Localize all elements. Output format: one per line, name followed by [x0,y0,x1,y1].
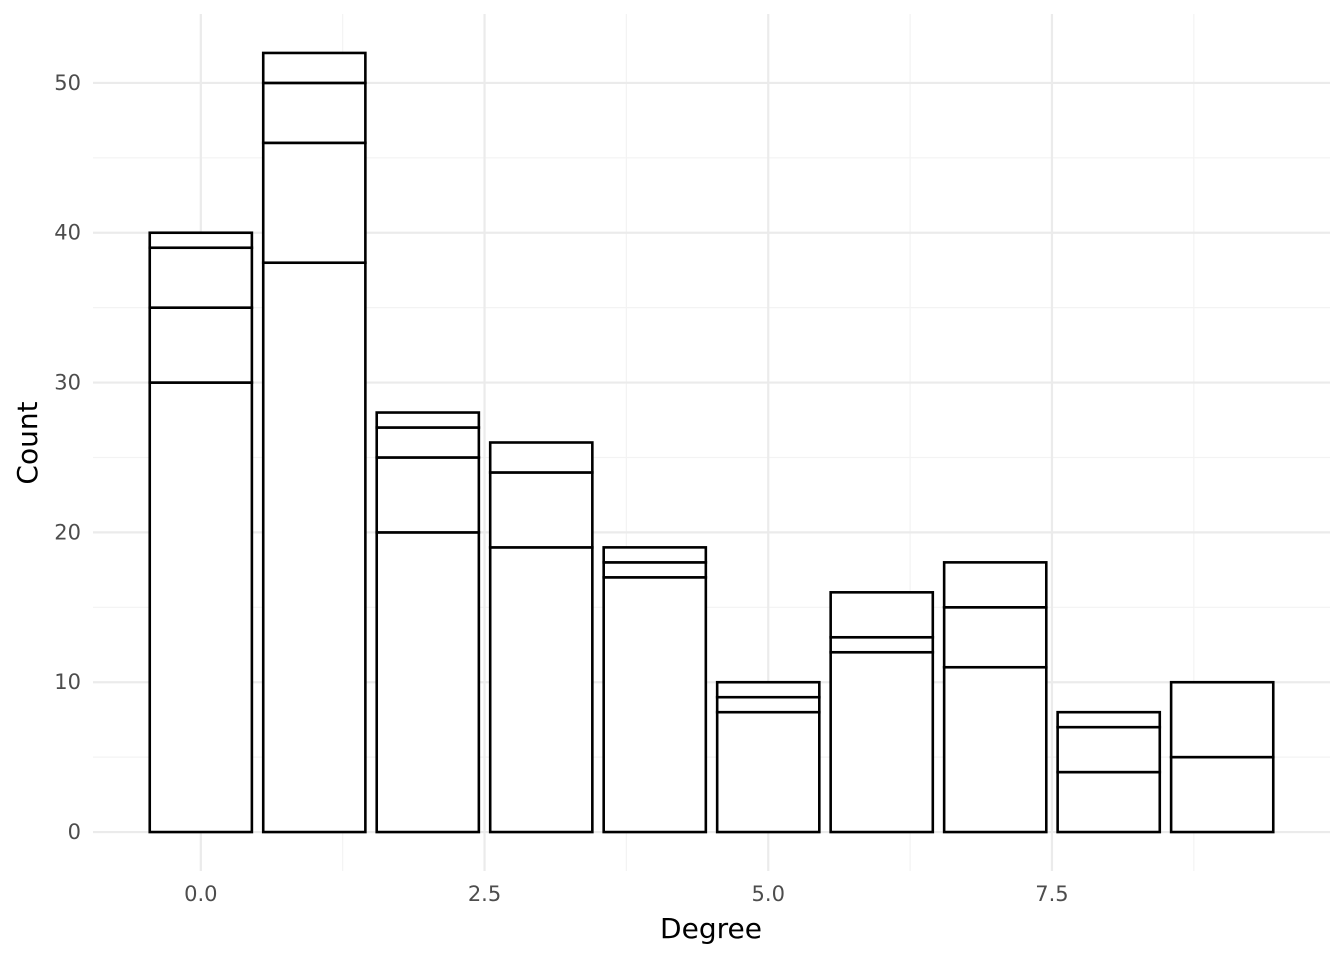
x-axis-title: Degree [660,912,762,945]
bar-stack [602,546,708,834]
bar-segment [375,456,481,534]
bar-segment [602,546,708,564]
x-tick-label: 2.5 [468,882,501,906]
bar-segment [261,81,367,145]
bar-segment [488,441,594,474]
y-tick-label: 10 [54,670,81,694]
y-axis-title: Count [11,401,44,484]
bar-segment [261,141,367,265]
bar-segment [148,306,254,384]
y-tick-label: 50 [54,71,81,95]
bar-stack [942,561,1048,834]
bar-segment [1056,710,1162,729]
bar-stack [261,51,367,834]
bar-segment [261,51,367,85]
x-tick-label: 0.0 [184,882,217,906]
bar-segment [375,531,481,834]
y-tick-label: 40 [54,221,81,245]
bar-segment [148,381,254,834]
tick-labels: 0 10 20 30 40 50 0.0 2.5 5.0 7.5 [54,71,1068,906]
bar-stack [148,231,254,834]
bar-segment [602,576,708,834]
bar-segment [829,635,935,654]
bar-segment [942,561,1048,609]
bar-segment [715,680,821,699]
bar-stack [829,591,935,834]
y-tick-label: 30 [54,371,81,395]
bar-stack [488,441,594,834]
bar-segment [1056,770,1162,834]
bar-segment [1056,725,1162,774]
bar-segment [829,650,935,834]
bar-segment [148,246,254,309]
x-tick-label: 5.0 [752,882,785,906]
y-tick-label: 20 [54,520,81,544]
bar-segment [488,546,594,834]
y-tick-label: 0 [68,820,81,844]
bar-segment [375,426,481,459]
x-tick-label: 7.5 [1035,882,1068,906]
bar-stack [1169,680,1275,834]
bar-segment [715,695,821,714]
bars [148,51,1275,834]
bar-segment [375,411,481,429]
bar-stack [715,680,821,834]
bar-segment [488,471,594,549]
bar-stack [1056,710,1162,834]
bar-segment [602,561,708,579]
bar-segment [942,606,1048,669]
bar-segment [148,231,254,250]
bar-segment [942,665,1048,834]
bar-segment [1169,755,1275,834]
bar-segment [829,591,935,639]
bar-segment [1169,680,1275,759]
bar-segment [715,710,821,834]
bar-segment [261,261,367,834]
bar-stack [375,411,481,834]
